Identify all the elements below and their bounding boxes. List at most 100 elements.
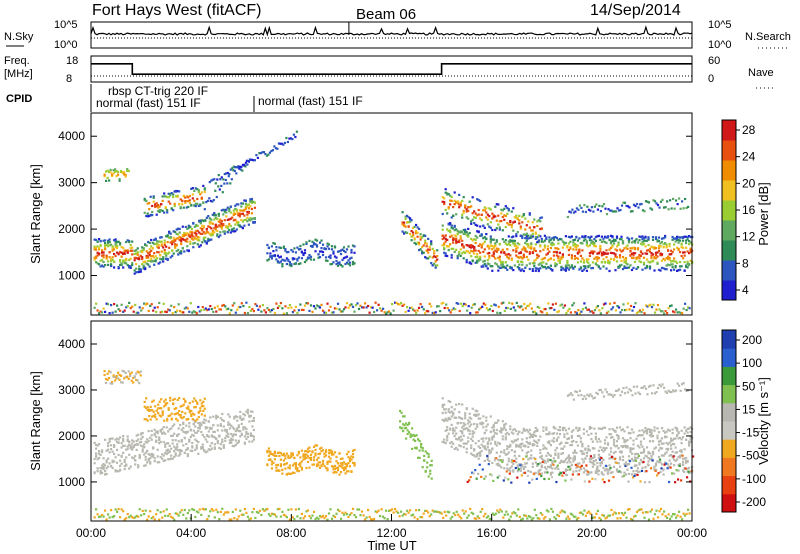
power-cell [621, 268, 625, 271]
velocity-cell [306, 450, 310, 453]
power-cell [433, 249, 436, 253]
power-cell [131, 305, 134, 308]
power-cell [342, 249, 346, 252]
power-cell [294, 262, 297, 265]
velocity-cell [564, 458, 567, 461]
power-cell [497, 247, 500, 251]
power-cell [238, 167, 241, 170]
power-cell [153, 306, 156, 309]
power-cell [413, 225, 416, 228]
velocity-cell [291, 452, 294, 455]
velocity-cell [479, 453, 482, 456]
velocity-cell [459, 435, 462, 438]
power-cell [510, 239, 513, 243]
power-cell [603, 241, 607, 244]
power-cell [145, 262, 148, 265]
velocity-cell [587, 395, 590, 398]
velocity-cell [593, 427, 596, 430]
power-cell [253, 159, 256, 162]
power-cell [525, 243, 528, 246]
velocity-cell [549, 473, 552, 476]
power-cell [497, 305, 500, 308]
power-cell [479, 306, 482, 309]
velocity-cell [171, 457, 174, 460]
power-cell [450, 253, 453, 257]
velocity-cell [641, 434, 644, 437]
power-cell [148, 241, 151, 244]
velocity-cell [342, 467, 346, 470]
power-cell [231, 216, 234, 219]
velocity-cell [219, 417, 222, 420]
velocity-cell [279, 452, 282, 455]
power-cell [183, 307, 186, 310]
power-cell [662, 257, 665, 260]
power-cell [641, 308, 645, 311]
power-cell [636, 256, 640, 259]
velocity-cell [549, 454, 552, 457]
velocity-cell [165, 442, 168, 445]
velocity-cell [164, 445, 167, 448]
power-cell [650, 208, 654, 211]
power-cell [594, 263, 597, 266]
power-cell [577, 309, 580, 312]
velocity-cell [162, 459, 165, 462]
velocity-cell [507, 433, 510, 436]
velocity-cell [215, 417, 218, 420]
velocity-cell [190, 413, 193, 416]
power-cell [131, 262, 134, 265]
velocity-cell [449, 411, 452, 414]
power-cell [98, 252, 101, 255]
power-cell [128, 258, 131, 262]
power-cell [512, 221, 515, 224]
velocity-cell [578, 462, 581, 465]
velocity-cell [504, 438, 507, 441]
velocity-cell [453, 435, 456, 438]
power-cell [514, 309, 517, 312]
power-cell [179, 206, 182, 209]
power-cell [531, 232, 534, 235]
power-cell [587, 261, 590, 264]
power-cell [194, 202, 197, 205]
power-cell [593, 245, 596, 248]
power-cell [596, 305, 599, 308]
velocity-cell [624, 440, 628, 443]
velocity-cell [195, 439, 198, 443]
power-cell [530, 245, 533, 248]
velocity-cell [673, 443, 676, 446]
power-cell [106, 169, 109, 172]
power-cell [406, 221, 409, 224]
power-cell [244, 165, 247, 168]
velocity-cell [609, 433, 613, 436]
power-cell [141, 246, 144, 249]
power-cell [534, 237, 537, 240]
velocity-cell [156, 448, 159, 451]
power-cell [436, 264, 439, 267]
velocity-cell [604, 388, 607, 391]
velocity-cell [530, 449, 533, 452]
power-cell [359, 304, 362, 307]
velocity-cell [197, 452, 200, 455]
velocity-cell [546, 451, 549, 455]
power-cell [640, 311, 643, 314]
velocity-cell [513, 450, 516, 454]
power-cell [449, 199, 452, 202]
power-cell [157, 246, 160, 249]
velocity-cell [561, 426, 564, 429]
power-cell [181, 200, 184, 203]
power-cell [660, 240, 664, 244]
power-cell [263, 309, 266, 312]
power-cell [146, 212, 149, 215]
velocity-cell [153, 428, 156, 431]
power-cell [284, 249, 287, 252]
velocity-cell [114, 438, 117, 441]
power-cell [492, 216, 495, 219]
power-cell [551, 303, 554, 306]
power-cell [668, 245, 671, 248]
velocity-cell [353, 464, 356, 467]
power-cell [180, 252, 183, 255]
power-cell [117, 252, 120, 255]
velocity-cell [458, 403, 461, 406]
power-cell [145, 254, 148, 258]
velocity-cell [450, 410, 453, 413]
power-cell [639, 261, 643, 264]
